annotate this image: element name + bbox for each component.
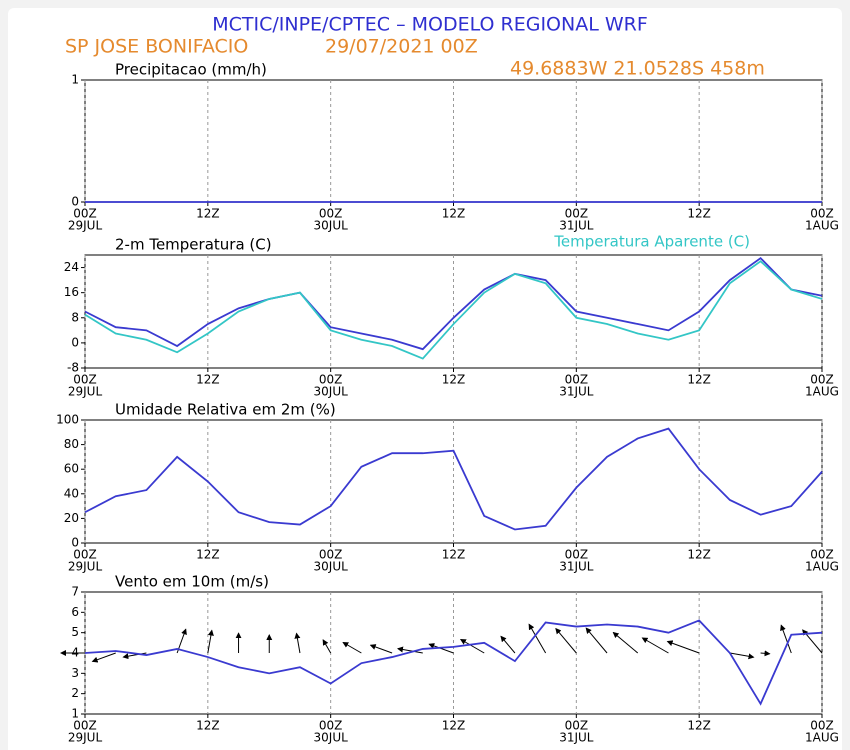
x-tick-label: 00Z [319,373,343,387]
x-date-label: 29JUL [68,560,103,574]
panel-title: 2-m Temperatura (C) [115,236,272,254]
x-date-label: 29JUL [68,731,103,745]
y-tick-label: 0 [71,335,79,349]
y-tick-label: 0 [71,195,79,209]
x-tick-label: 12Z [196,719,220,733]
wind-arrow [459,639,485,654]
x-date-label: 1AUG [805,385,839,399]
y-tick-label: 24 [64,260,79,274]
wind-arrow [207,629,214,654]
wind-arrow [585,627,608,654]
x-tick-label: 12Z [687,207,711,221]
station: SP JOSE BONIFACIO [65,36,248,58]
panel-title: Precipitacao (mm/h) [115,61,267,79]
x-tick-label: 00Z [73,207,97,221]
y-tick-label: 100 [56,413,79,427]
wind-arrow [396,646,423,654]
x-tick-label: 12Z [196,373,220,387]
panel-title: Vento em 10m (m/s) [115,573,269,591]
y-tick-label: 40 [64,486,79,500]
legend-entry: Temperatura Aparente (C) [553,233,750,251]
y-tick-label: 60 [64,462,79,476]
wind-arrow [555,627,577,654]
y-tick-label: 3 [71,666,79,680]
x-tick-label: 12Z [442,719,466,733]
x-date-label: 31JUL [559,219,594,233]
y-tick-label: 1 [71,707,79,721]
series-line [84,427,823,531]
x-tick-label: 00Z [810,548,834,562]
x-tick-label: 12Z [687,719,711,733]
y-tick-label: -8 [67,361,79,375]
x-tick-label: 12Z [196,548,220,562]
run-time: 29/07/2021 00Z [325,36,478,58]
y-tick-label: 1 [71,73,79,87]
x-date-label: 30JUL [314,560,349,574]
wind-arrow [322,639,332,654]
x-tick-label: 00Z [810,719,834,733]
x-tick-label: 12Z [687,548,711,562]
x-date-label: 30JUL [314,731,349,745]
location: 49.6883W 21.0528S 458m [510,58,765,80]
wind-arrow [612,631,639,654]
x-tick-label: 00Z [319,719,343,733]
x-tick-label: 00Z [73,719,97,733]
x-date-label: 31JUL [559,560,594,574]
wind-arrow [666,640,700,654]
x-tick-label: 00Z [319,548,343,562]
x-date-label: 30JUL [314,219,349,233]
header-title: MCTIC/INPE/CPTEC – MODELO REGIONAL WRF [212,14,648,36]
series-line [84,256,823,351]
card [8,8,842,750]
x-tick-label: 00Z [565,207,589,221]
x-date-label: 29JUL [68,385,103,399]
wind-arrow [641,637,669,654]
x-date-label: 29JUL [68,219,103,233]
x-tick-label: 00Z [810,207,834,221]
y-tick-label: 7 [71,585,79,599]
wind-arrow [780,624,792,654]
series-line [84,619,823,706]
wind-arrow [294,632,301,654]
wind-arrow [500,635,516,654]
series-line [84,260,823,360]
wind-arrow [760,650,771,657]
y-tick-label: 5 [71,625,79,639]
x-date-label: 31JUL [559,385,594,399]
y-tick-label: 20 [64,511,79,525]
y-tick-label: 6 [71,605,79,619]
x-tick-label: 12Z [442,207,466,221]
x-tick-label: 12Z [687,373,711,387]
x-tick-label: 00Z [565,373,589,387]
y-tick-label: 80 [64,437,79,451]
x-tick-label: 12Z [196,207,220,221]
x-tick-label: 12Z [442,373,466,387]
x-date-label: 1AUG [805,560,839,574]
wind-arrow [342,641,362,654]
wind-arrow [528,623,547,654]
y-tick-label: 0 [71,536,79,550]
wind-arrow [369,644,393,654]
x-tick-label: 00Z [73,373,97,387]
x-tick-label: 12Z [442,548,466,562]
x-tick-label: 00Z [565,548,589,562]
y-tick-label: 8 [71,310,79,324]
y-tick-label: 16 [64,285,79,299]
x-date-label: 31JUL [559,731,594,745]
x-date-label: 30JUL [314,385,349,399]
x-tick-label: 00Z [810,373,834,387]
panel-title: Umidade Relativa em 2m (%) [115,401,336,419]
x-date-label: 1AUG [805,731,839,745]
x-date-label: 1AUG [805,219,839,233]
wind-arrow [91,652,116,663]
x-tick-label: 00Z [565,719,589,733]
x-tick-label: 00Z [73,548,97,562]
x-tick-label: 00Z [319,207,343,221]
wind-arrow [729,652,755,660]
y-tick-label: 2 [71,686,79,700]
